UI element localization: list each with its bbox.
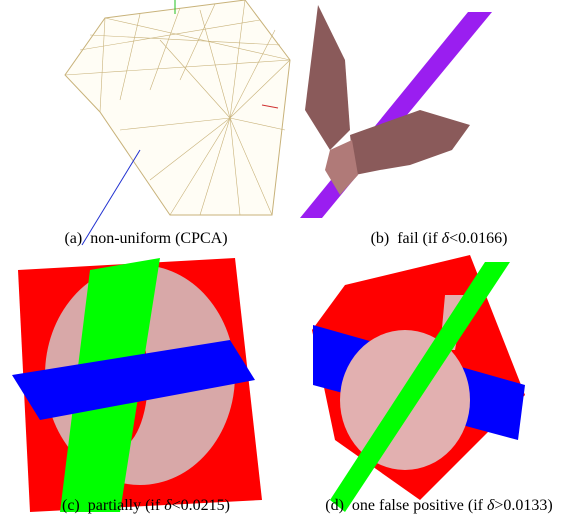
figure: {"panels":[ {"label":"(a)","caption":[{"… [0, 0, 585, 524]
caption: (c) partially (if δ<0.0215) [0, 497, 292, 515]
caption: (a) non-uniform (CPCA) [0, 230, 292, 248]
image-c [12, 258, 262, 512]
images [0, 0, 585, 524]
image-b [300, 5, 492, 218]
panel-label: (a) [64, 230, 82, 247]
caption-text: δ [442, 230, 449, 247]
caption: (b) fail (if δ<0.0166) [293, 230, 585, 248]
caption-text: <0.0166) [449, 230, 507, 247]
caption-text: non-uniform (CPCA) [90, 230, 227, 247]
panel-label: (b) [371, 230, 390, 247]
panel-label: (d) [325, 497, 344, 514]
caption-text: <0.0215) [172, 497, 230, 514]
panel-label: (c) [62, 497, 80, 514]
image-d [312, 255, 525, 512]
caption-text: one false positive (if [352, 497, 487, 514]
caption-text: >0.0133) [494, 497, 552, 514]
image-a [65, 0, 290, 245]
caption-text: partially (if [88, 497, 164, 514]
caption-text: fail (if [397, 230, 441, 247]
caption: (d) one false positive (if δ>0.0133) [293, 497, 585, 515]
caption-text: δ [164, 497, 171, 514]
